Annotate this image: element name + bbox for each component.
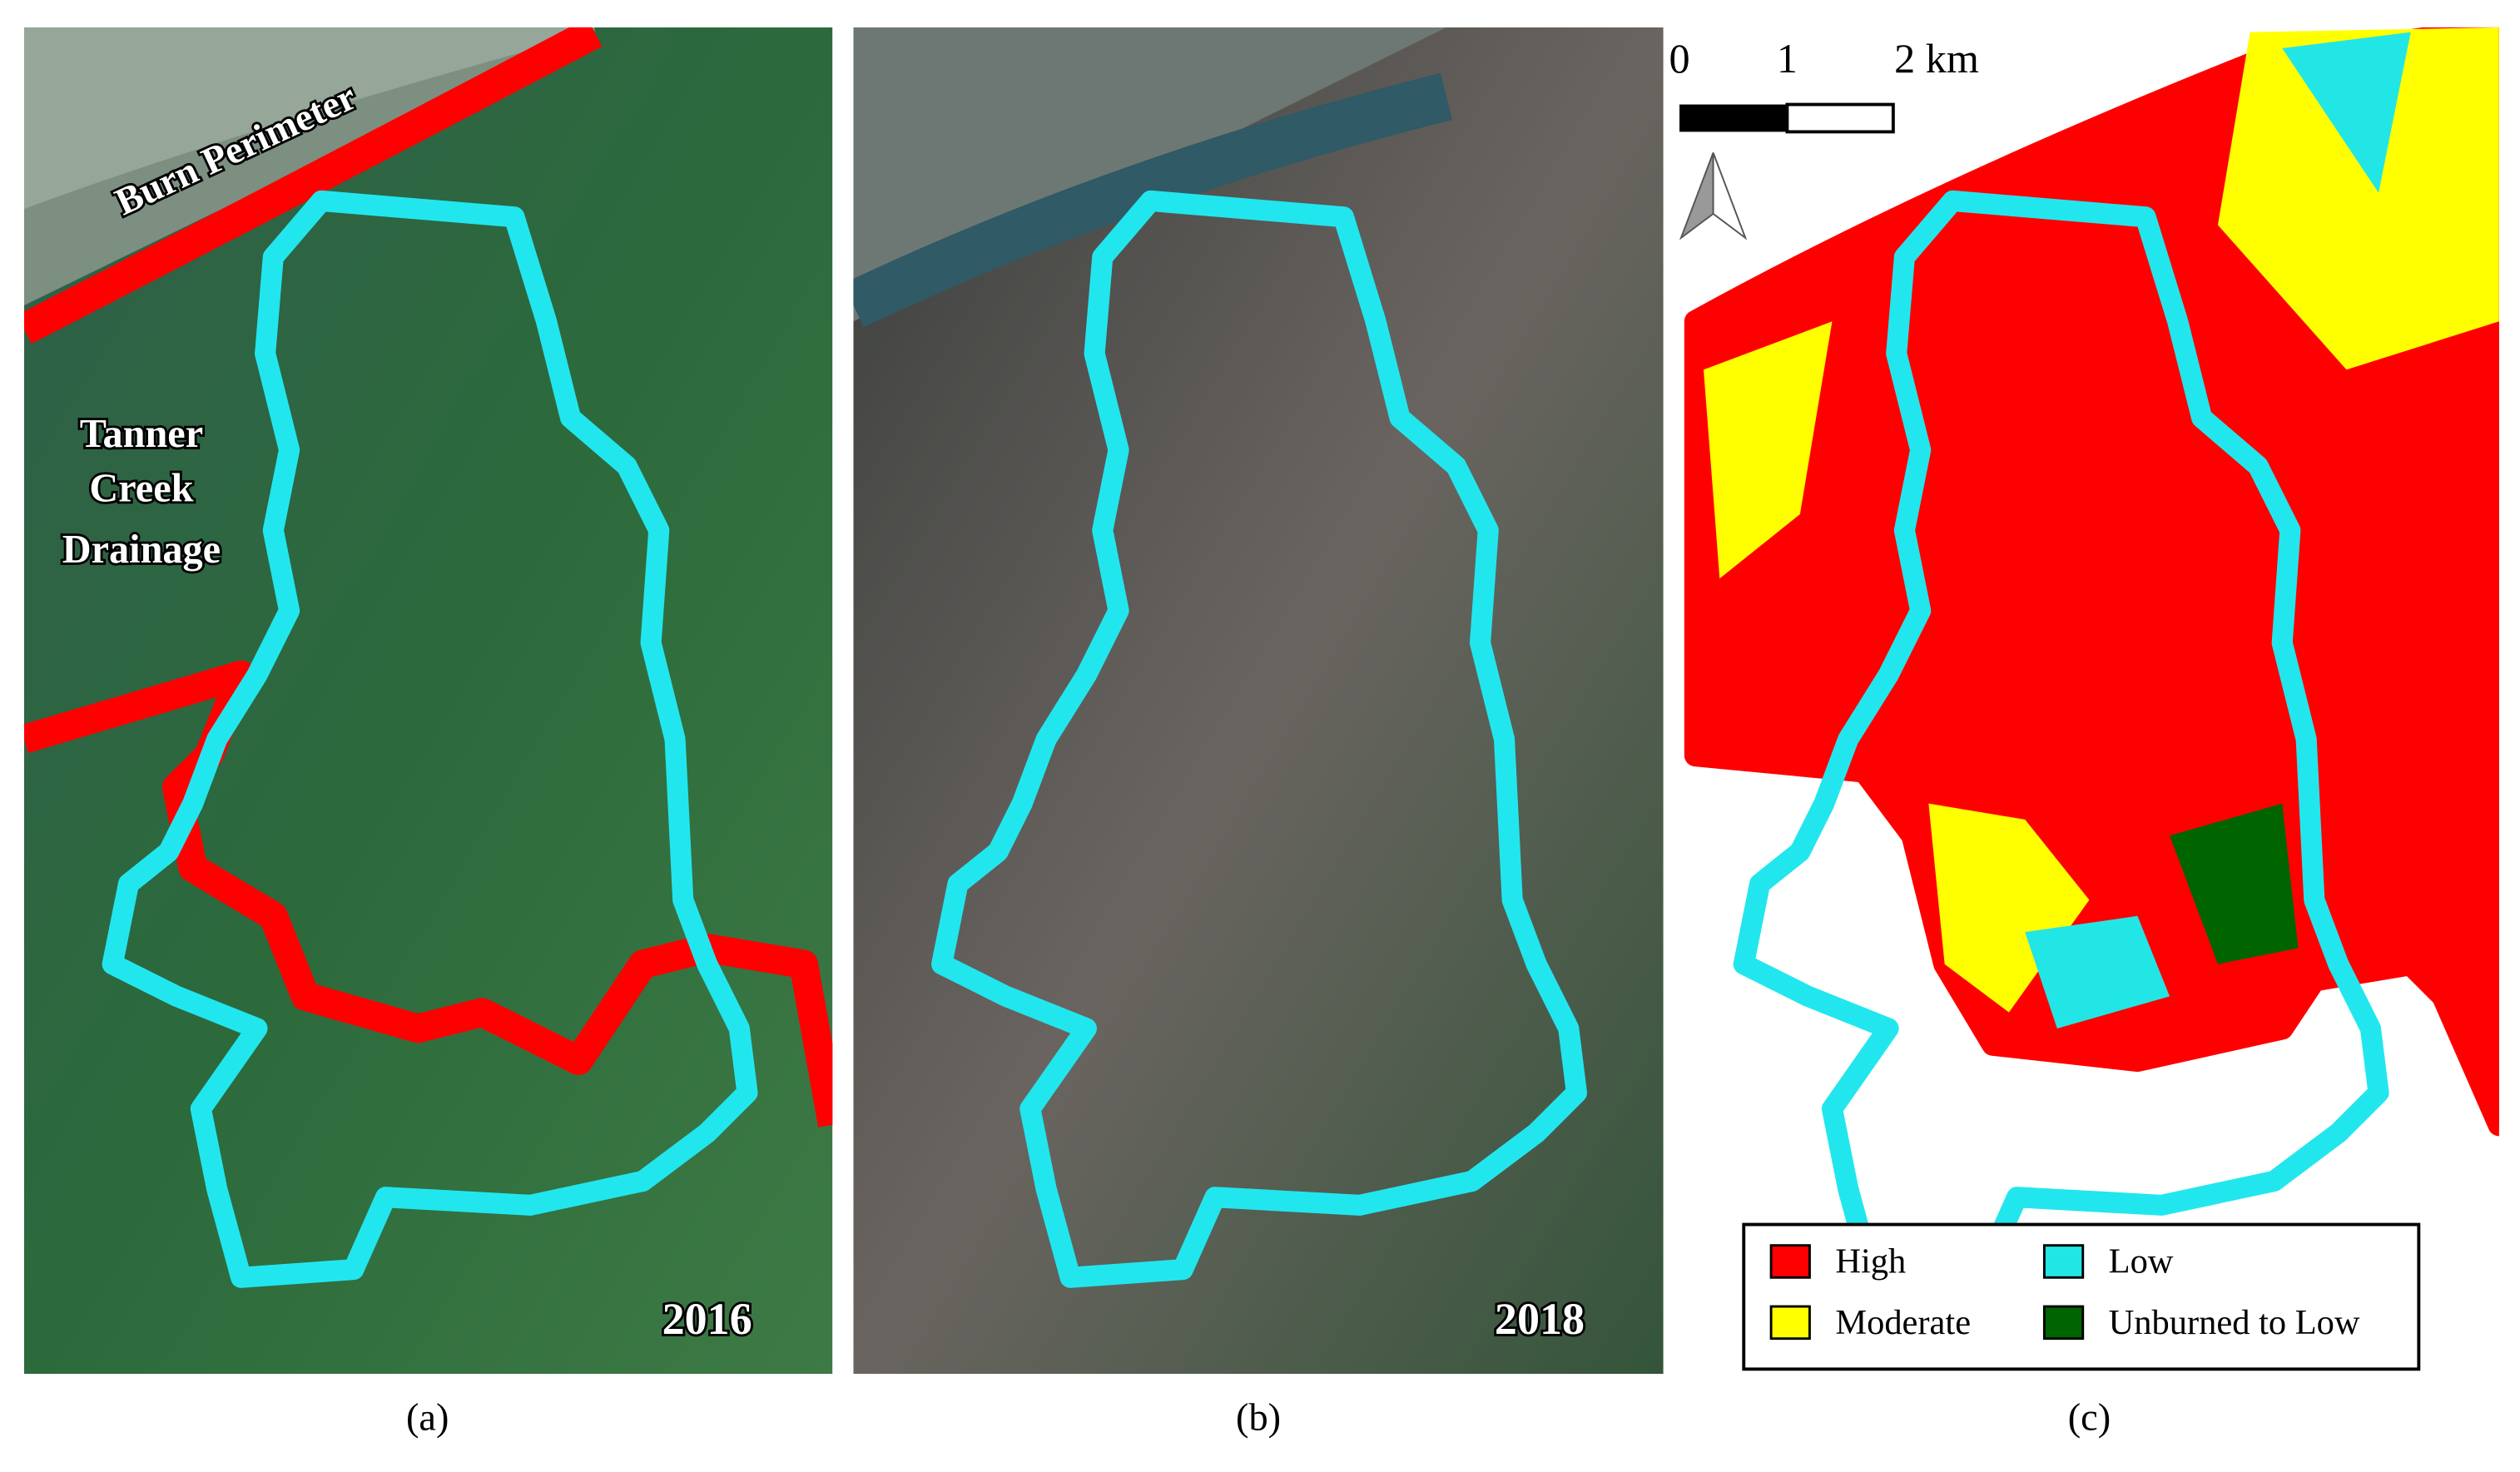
legend-label: Moderate <box>1835 1303 1971 1342</box>
scale-label: 2 km <box>1894 35 1979 82</box>
annotation: Drainage <box>62 528 221 572</box>
legend-swatch <box>2042 1305 2085 1341</box>
panel-c <box>1679 27 2499 1375</box>
legend-label: High <box>1835 1242 1906 1281</box>
legend: High Low Moderate Unburned to Low <box>1769 1242 2360 1342</box>
annotation: Creek <box>89 467 193 511</box>
panel-caption: (a) <box>406 1397 449 1440</box>
year-label: 2018 <box>1495 1294 1585 1344</box>
north-arrow <box>1712 152 1748 240</box>
panel-caption: (c) <box>2068 1397 2111 1440</box>
scale-label: 1 <box>1777 35 1798 82</box>
scale-bar <box>1679 104 1788 132</box>
legend-swatch <box>2042 1244 2085 1279</box>
legend-swatch <box>1769 1305 1811 1341</box>
legend-label: Unburned to Low <box>2109 1303 2360 1342</box>
scale-bar <box>1785 102 1895 134</box>
legend-swatch <box>1769 1244 1811 1279</box>
panel-caption: (b) <box>1236 1397 1281 1440</box>
year-label: 2016 <box>662 1294 752 1344</box>
legend-label: Low <box>2109 1242 2174 1281</box>
panel-b <box>853 27 1664 1375</box>
scale-label: 0 <box>1669 35 1689 82</box>
annotation: Tanner <box>80 412 203 456</box>
panel-a <box>23 27 833 1375</box>
